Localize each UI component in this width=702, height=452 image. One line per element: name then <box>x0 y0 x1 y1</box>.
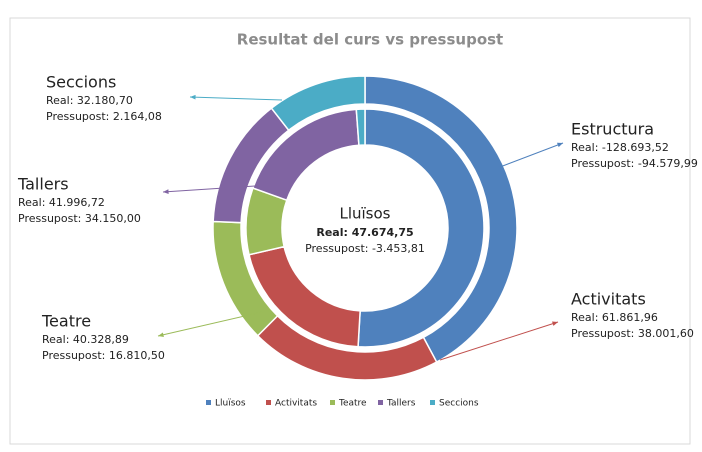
annotation-real: Real: 61.861,96 <box>571 311 658 324</box>
legend-label: Teatre <box>338 399 367 409</box>
center-title: Lluïsos <box>339 205 390 223</box>
annotation-real: Real: 41.996,72 <box>18 196 105 209</box>
annotation-budget: Pressupost: 2.164,08 <box>46 110 162 123</box>
annotation-arrow <box>157 311 263 337</box>
annotation-title: Tallers <box>17 175 69 194</box>
legend-label: Activitats <box>275 399 317 409</box>
annotation-title: Teatre <box>41 312 91 331</box>
arrow-head <box>163 189 169 194</box>
legend-marker <box>378 400 383 405</box>
annotation-arrow <box>162 185 256 193</box>
legend-label: Lluïsos <box>215 399 246 409</box>
annotation-budget: Pressupost: -94.579,99 <box>571 157 698 170</box>
arrow-head <box>557 142 563 148</box>
legend-marker <box>430 400 435 405</box>
legend-label: Tallers <box>386 399 416 409</box>
legend-marker <box>206 400 211 405</box>
annotation-budget: Pressupost: 16.810,50 <box>42 349 165 362</box>
center-budget: Pressupost: -3.453,81 <box>305 242 425 255</box>
annotation-budget: Pressupost: 34.150,00 <box>18 212 141 225</box>
legend-label: Seccions <box>439 399 479 409</box>
annotation-arrow <box>189 96 283 101</box>
annotation-real: Real: -128.693,52 <box>571 141 669 154</box>
annotation-title: Estructura <box>571 120 654 139</box>
annotation-title: Activitats <box>571 290 646 309</box>
annotation-real: Real: 32.180,70 <box>46 94 133 107</box>
arrow-head <box>158 332 164 338</box>
annotation-arrow <box>439 321 559 361</box>
annotation-title: Seccions <box>46 73 116 92</box>
annotation-arrow <box>499 142 564 168</box>
donut-slice <box>270 75 366 132</box>
donut-slice <box>355 108 366 147</box>
arrow-head <box>190 94 196 100</box>
chart-title: Resultat del curs vs pressupost <box>237 31 503 49</box>
legend-marker <box>266 400 271 405</box>
annotation-budget: Pressupost: 38.001,60 <box>571 327 694 340</box>
arrow-head <box>552 321 558 326</box>
center-real: Real: 47.674,75 <box>316 226 413 239</box>
donut-slice <box>357 108 485 348</box>
annotation-real: Real: 40.328,89 <box>42 333 129 346</box>
legend-marker <box>330 400 335 405</box>
